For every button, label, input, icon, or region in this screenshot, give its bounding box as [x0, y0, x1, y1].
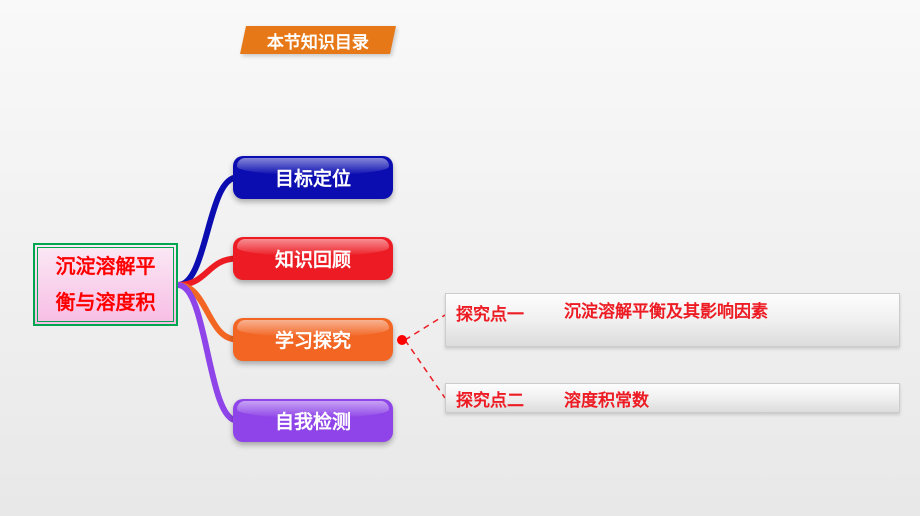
node-test[interactable]: 自我检测 — [233, 399, 393, 442]
detail-point1-text: 沉淀溶解平衡及其影响因素 — [524, 300, 899, 324]
node-target-label: 目标定位 — [275, 164, 351, 191]
root-line2: 衡与溶度积 — [56, 285, 156, 321]
root-line1: 沉淀溶解平 — [56, 249, 156, 285]
node-test-label: 自我检测 — [275, 407, 351, 434]
node-explore-label: 学习探究 — [275, 326, 351, 353]
header-label: 本节知识目录 — [267, 28, 369, 53]
node-review[interactable]: 知识回顾 — [233, 237, 393, 280]
detail-point2-text: 溶度积常数 — [524, 386, 649, 411]
detail-point1[interactable]: 探究点一沉淀溶解平衡及其影响因素 — [445, 293, 900, 347]
header-banner: 本节知识目录 — [240, 26, 396, 54]
node-explore[interactable]: 学习探究 — [233, 318, 393, 361]
node-review-label: 知识回顾 — [275, 245, 351, 272]
detail-point2[interactable]: 探究点二溶度积常数 — [445, 383, 900, 413]
root-topic-box: 沉淀溶解平 衡与溶度积 — [33, 243, 178, 326]
node-target[interactable]: 目标定位 — [233, 156, 393, 199]
detail-point1-label: 探究点一 — [446, 300, 524, 325]
detail-point2-label: 探究点二 — [446, 386, 524, 411]
